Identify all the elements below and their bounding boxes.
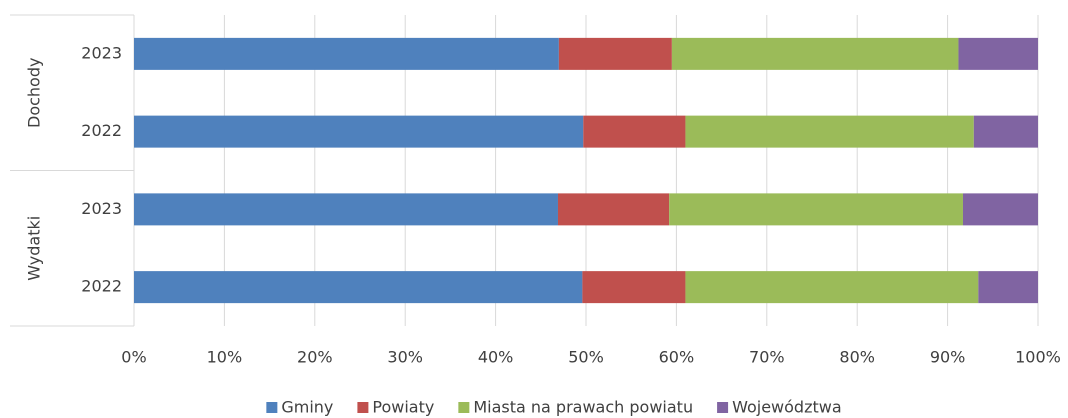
y-tick-label: 2023 (81, 43, 122, 62)
group-label: Wydatki (25, 216, 44, 281)
bar-segment (958, 37, 1038, 70)
x-tick-label: 70% (749, 348, 785, 367)
bar-segment (134, 37, 559, 70)
bar-segment (583, 115, 686, 148)
bar-segment (685, 115, 974, 148)
y-tick-label: 2022 (81, 121, 122, 140)
legend-swatch (266, 402, 278, 413)
bar-segment (685, 271, 979, 304)
bar-segment (557, 193, 670, 226)
x-tick-label: 100% (1015, 348, 1061, 367)
legend-swatch (717, 402, 729, 413)
x-tick-label: 80% (839, 348, 875, 367)
legend-swatch (458, 402, 470, 413)
bar-segment (671, 37, 959, 70)
x-tick-label: 90% (930, 348, 966, 367)
legend-label: Powiaty (372, 398, 434, 417)
bar-segment (582, 271, 686, 304)
legend-label: Województwa (732, 398, 842, 417)
bar-segment (973, 115, 1038, 148)
y-tick-label: 2022 (81, 277, 122, 296)
bar-segment (134, 271, 583, 304)
bar-segment (669, 193, 963, 226)
legend-label: Miasta na prawach powiatu (473, 398, 693, 417)
bar-segment (558, 37, 672, 70)
legend-label: Gminy (281, 398, 333, 417)
x-tick-label: 60% (659, 348, 695, 367)
group-label: Dochody (25, 58, 44, 128)
x-tick-label: 0% (121, 348, 146, 367)
bar-segment (962, 193, 1038, 226)
bar-segment (978, 271, 1038, 304)
bar-segment (134, 115, 584, 148)
x-tick-label: 40% (478, 348, 514, 367)
x-tick-label: 20% (297, 348, 333, 367)
legend-swatch (357, 402, 369, 413)
x-tick-label: 50% (568, 348, 604, 367)
y-tick-label: 2023 (81, 199, 122, 218)
bar-segment (134, 193, 558, 226)
x-tick-label: 10% (207, 348, 243, 367)
x-tick-label: 30% (387, 348, 423, 367)
